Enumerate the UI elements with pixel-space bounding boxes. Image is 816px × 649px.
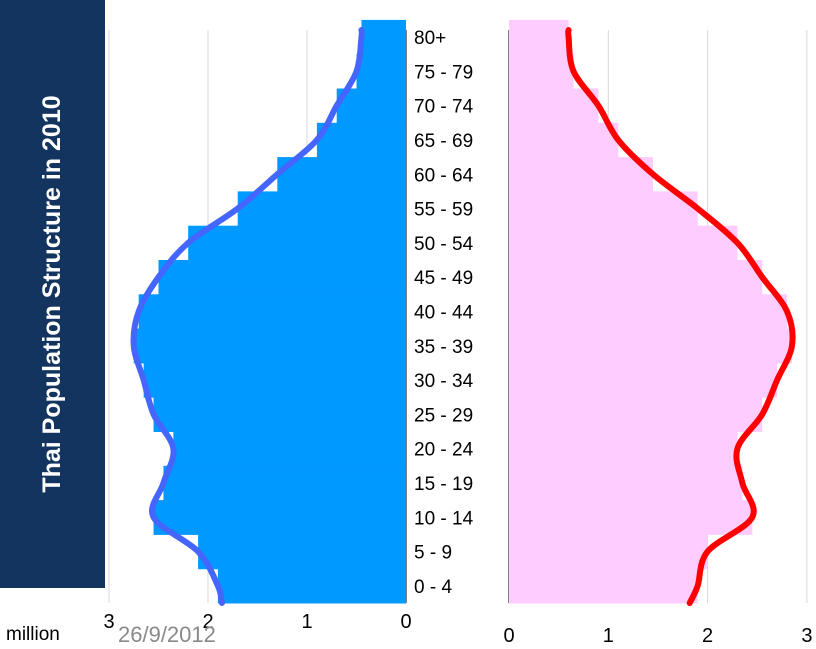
unit-label: million [6, 624, 60, 645]
age-label: 10 - 14 [414, 508, 474, 529]
right-bar [509, 431, 738, 467]
left-tick-label: 3 [103, 611, 114, 633]
right-bar [509, 294, 788, 330]
right-bar [509, 122, 619, 158]
right-bar [509, 500, 753, 535]
age-labels: 0 - 4 5 - 9 10 - 14 15 - 19 20 - 24 25 - 29 30… [414, 28, 474, 598]
left-bar [336, 88, 406, 124]
age-label: 15 - 19 [414, 474, 473, 495]
right-bar [509, 260, 763, 295]
left-bar [198, 534, 406, 570]
left-bar [153, 397, 406, 432]
age-label: 40 - 44 [414, 302, 474, 323]
age-label: 70 - 74 [414, 97, 474, 118]
left-bar [138, 294, 406, 330]
age-label: 20 - 24 [414, 440, 474, 461]
footer-date: 26/9/2012 [118, 622, 216, 647]
left-bar [153, 500, 406, 535]
age-label: 30 - 34 [414, 371, 474, 392]
right-bar [509, 568, 698, 604]
left-bar [277, 157, 406, 192]
right-trend-line [565, 27, 796, 606]
age-label: 0 - 4 [414, 577, 452, 598]
right-bar [509, 54, 574, 89]
left-trend-line [130, 27, 365, 606]
age-label: 60 - 64 [414, 165, 474, 186]
left-bar [361, 19, 406, 55]
left-tick-label: 2 [202, 611, 213, 633]
right-bar [509, 397, 763, 432]
age-label: 45 - 49 [414, 268, 473, 289]
left-tick-label: 0 [400, 611, 411, 633]
right-tick-label: 1 [603, 625, 614, 647]
right-tick-label: 0 [503, 625, 514, 647]
left-bar [237, 191, 406, 227]
left-bar [143, 362, 406, 398]
age-label: 25 - 29 [414, 405, 473, 426]
title-panel: Thai Population Structure in 2010 [0, 0, 105, 588]
left-bar [188, 225, 406, 261]
age-label: 55 - 59 [414, 200, 473, 221]
right-bar [509, 19, 569, 55]
bars [133, 19, 793, 604]
left-bar [158, 260, 406, 295]
left-bar [163, 465, 406, 501]
left-bar [133, 328, 406, 364]
left-bar [316, 122, 406, 158]
left-bar [356, 54, 406, 89]
right-bar [509, 362, 778, 398]
right-bar [509, 88, 599, 124]
age-label: 50 - 54 [414, 234, 474, 255]
age-label: 80+ [414, 28, 446, 49]
axis-ticks: 3 2 1 0 0 1 2 3 [103, 611, 812, 647]
left-bar [217, 568, 406, 604]
right-tick-label: 2 [702, 625, 713, 647]
right-bar [509, 534, 708, 570]
left-bar [173, 431, 406, 467]
right-bar [509, 225, 738, 261]
age-label: 75 - 79 [414, 62, 473, 83]
right-bar [509, 191, 698, 227]
right-bar [509, 328, 793, 364]
right-tick-label: 3 [801, 625, 812, 647]
trend-lines [130, 27, 796, 606]
age-label: 35 - 39 [414, 337, 473, 358]
age-label: 65 - 69 [414, 131, 473, 152]
right-bar [509, 465, 743, 501]
age-label: 5 - 9 [414, 543, 452, 564]
right-bar [509, 157, 653, 192]
left-tick-label: 1 [301, 611, 312, 633]
